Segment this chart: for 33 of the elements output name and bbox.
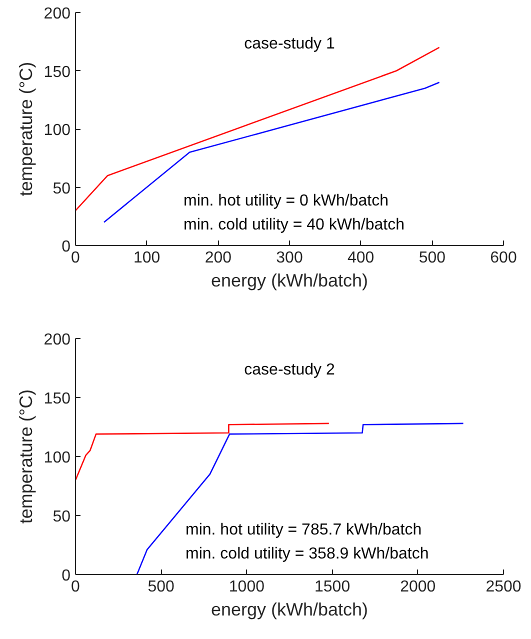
annotation: min. hot utility = 0 kWh/batch — [184, 192, 388, 210]
y-axis-title: temperature (°C) — [16, 62, 36, 196]
annotation: min. cold utility = 358.9 kWh/batch — [186, 546, 429, 562]
x-tick-label: 2000 — [400, 578, 436, 596]
y-tick-label: 0 — [62, 568, 71, 584]
x-tick-label: 500 — [148, 578, 175, 596]
x-tick-label: 500 — [418, 250, 446, 266]
annotation: min. hot utility = 785.7 kWh/batch — [186, 522, 422, 538]
text: case-study 2 — [244, 362, 335, 378]
x-tick-label: 200 — [204, 250, 232, 266]
x-tick-label: 2500 — [486, 578, 522, 596]
line-series — [76, 422, 330, 481]
x-tick-label: 300 — [276, 250, 303, 266]
y-axis-title: temperature (°C) — [16, 389, 36, 524]
x-tick-label: 100 — [133, 250, 160, 266]
x-axis-title: energy (kWh/batch) — [210, 600, 368, 620]
text: case-study 1 — [244, 36, 335, 52]
y-tick-label: 150 — [44, 390, 71, 408]
y-tick-label: 100 — [44, 122, 71, 139]
line-series — [136, 422, 464, 574]
x-tick-label: 400 — [347, 250, 374, 266]
y-tick-label: 50 — [52, 180, 71, 198]
y-tick-label: 200 — [44, 6, 71, 22]
x-tick-label: 1500 — [314, 578, 350, 596]
y-tick-label: 50 — [52, 508, 71, 526]
annotation: min. cold utility = 40 kWh/batch — [184, 216, 404, 234]
x-axis-title: energy (kWh/batch) — [210, 270, 368, 290]
y-tick-label: 150 — [44, 64, 71, 81]
y-tick-label: 100 — [44, 450, 71, 466]
y-tick-label: 200 — [44, 332, 71, 348]
x-tick-label: 1000 — [228, 578, 265, 596]
y-tick-label: 0 — [62, 238, 71, 256]
x-tick-label: 600 — [490, 250, 517, 266]
